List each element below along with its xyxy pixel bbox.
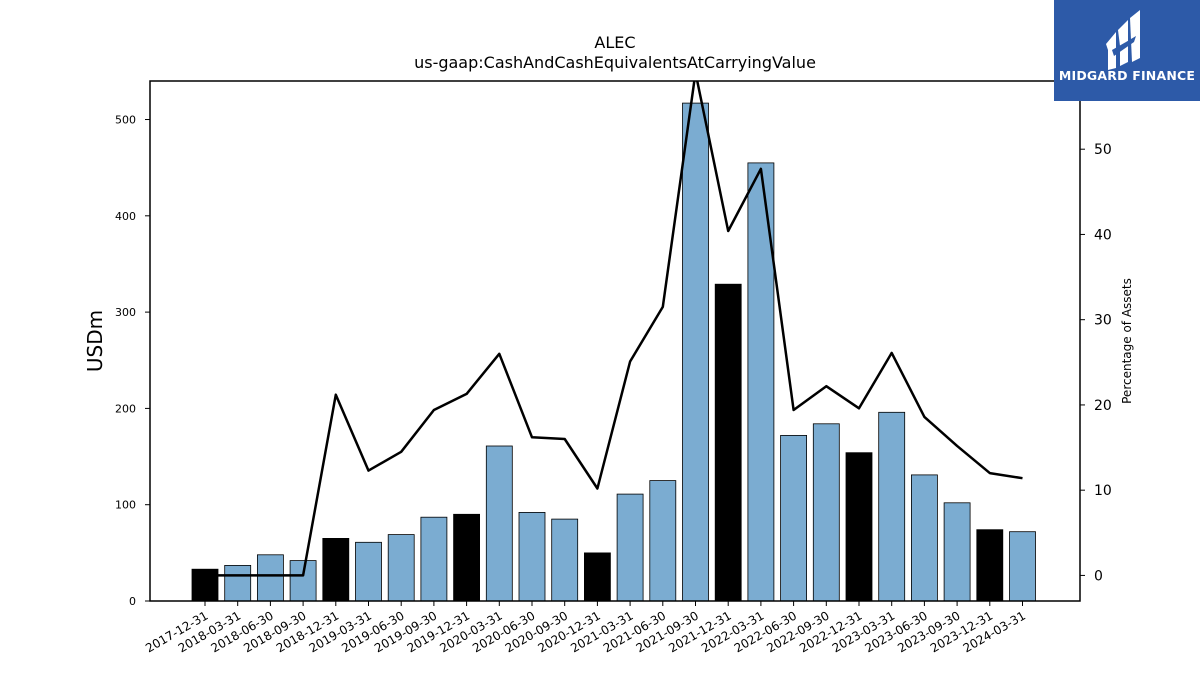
bar-2022-06-30 (780, 434, 807, 602)
y2-tick-label: 50 (1094, 142, 1112, 158)
bar-2018-12-31 (322, 538, 350, 602)
bar-2021-12-31 (714, 283, 742, 602)
y2-tick-label: 0 (1094, 568, 1103, 584)
bar-2019-12-31 (453, 513, 481, 602)
y2-tick-label: 40 (1094, 227, 1112, 243)
brand-logo: MIDGARD FINANCE (1054, 0, 1200, 101)
y2-tick-label: 10 (1094, 483, 1112, 499)
y2-tick-label: 30 (1094, 313, 1112, 329)
bar-2019-03-31 (355, 541, 382, 602)
bar-2018-03-31 (224, 565, 252, 602)
bar-2023-09-30 (943, 502, 971, 602)
bar-2024-03-31 (1009, 531, 1036, 602)
bar-2020-03-31 (485, 445, 513, 602)
bar-2018-09-30 (289, 560, 317, 602)
y-tick-label: 400 (115, 210, 136, 223)
y-tick-label: 500 (115, 114, 136, 127)
y-tick-label: 100 (115, 499, 136, 512)
y-tick-label: 300 (115, 306, 136, 319)
y2-axis-label: Percentage of Assets (1120, 278, 1134, 404)
plot-frame (149, 80, 1081, 602)
bar-2020-06-30 (518, 512, 546, 602)
bar-2020-12-31 (584, 552, 611, 602)
bar-2022-09-30 (812, 423, 840, 602)
bar-2023-06-30 (911, 474, 938, 602)
bar-2023-03-31 (878, 411, 906, 602)
bar-2020-09-30 (551, 518, 579, 602)
y-tick-label: 200 (115, 402, 136, 415)
bar-2018-06-30 (256, 554, 284, 602)
chart-subtitle: us-gaap:CashAndCashEquivalentsAtCarrying… (414, 53, 816, 72)
bar-2023-12-31 (976, 529, 1004, 602)
brand-name: MIDGARD FINANCE (1058, 68, 1196, 83)
y2-tick-label: 20 (1094, 398, 1112, 414)
bar-2021-03-31 (616, 493, 644, 602)
y-tick-label: 0 (129, 595, 136, 608)
bar-2017-12-31 (191, 568, 219, 602)
bar-2019-09-30 (420, 516, 448, 602)
bar-2021-06-30 (649, 480, 677, 602)
midgard-logo-mark-icon (1106, 10, 1140, 70)
y-axis-label: USDm (83, 310, 107, 372)
percentage-of-assets-line (205, 81, 1023, 577)
chart-title: ALEC (594, 33, 635, 52)
bar-2022-12-31 (845, 452, 873, 602)
bar-2019-06-30 (387, 534, 415, 602)
bar-2021-09-30 (682, 102, 709, 602)
